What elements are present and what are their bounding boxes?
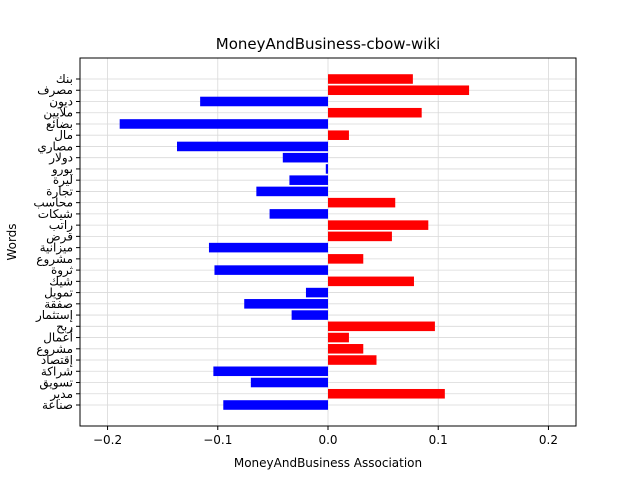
y-ticks: بنكمصرفديونملايينبضائعمالمصاريدولاريورول… [33, 72, 80, 412]
bar [328, 276, 414, 287]
category-label: دولار [48, 151, 73, 166]
bar [176, 141, 328, 152]
bar [250, 377, 328, 388]
bar [214, 265, 328, 275]
y-axis-label: Words [5, 223, 19, 260]
bar [328, 130, 349, 140]
x-tick-label: −0.1 [203, 433, 232, 447]
bar [328, 107, 422, 118]
category-label: مشروع [36, 342, 73, 357]
x-tick-label: −0.2 [93, 433, 122, 447]
category-label: صفقة [44, 297, 73, 311]
category-label: مصاري [37, 139, 73, 154]
category-label: ميزانية [40, 241, 73, 256]
bar [328, 344, 364, 354]
bar [328, 332, 349, 343]
bar [208, 242, 328, 253]
category-label: ثروة [51, 263, 73, 278]
bar [200, 96, 328, 107]
category-label: أعمال [43, 330, 73, 345]
bar [328, 220, 429, 230]
category-label: شراكة [41, 364, 73, 379]
category-label: قرض [46, 229, 73, 244]
x-tick-label: 0.1 [429, 433, 448, 447]
category-label: تسويق [39, 376, 73, 391]
category-label: راتب [49, 218, 73, 233]
bar [291, 310, 328, 320]
category-label: إستثمار [35, 308, 73, 323]
bar [325, 164, 328, 174]
bar [119, 119, 329, 129]
category-label: إقتصاد [41, 353, 73, 367]
bar [282, 152, 328, 163]
x-tick-label: 0.0 [318, 433, 337, 447]
category-label: يورو [51, 162, 73, 177]
category-label: تمويل [44, 286, 73, 301]
bar [305, 287, 328, 298]
x-axis-label: MoneyAndBusiness Association [234, 456, 422, 470]
category-label: ليرة [53, 173, 73, 188]
category-label: شيكات [38, 207, 73, 221]
bar [328, 85, 470, 96]
bar [328, 321, 435, 332]
category-label: مشروع [36, 252, 73, 267]
category-label: ملايين [43, 106, 73, 121]
category-label: محاسب [33, 196, 73, 210]
category-label: تجارة [46, 184, 73, 199]
bar [328, 254, 364, 264]
bar [328, 388, 445, 399]
bar [256, 186, 328, 197]
bars [119, 74, 470, 410]
category-label: مدير [49, 387, 73, 402]
category-label: بضائع [46, 117, 73, 131]
x-ticks: −0.2 −0.1 0.0 0.1 0.2 [93, 426, 558, 447]
bar [269, 209, 328, 219]
bar [328, 231, 392, 242]
category-label: مصرف [37, 83, 73, 98]
chart-title: MoneyAndBusiness-cbow-wiki [216, 35, 441, 53]
bar [328, 74, 413, 84]
bar [223, 400, 328, 410]
category-label: ربح [56, 319, 73, 334]
category-label: صناعة [42, 398, 73, 412]
x-tick-label: 0.2 [539, 433, 558, 447]
category-label: شيك [49, 274, 73, 288]
category-label: ديون [49, 94, 73, 109]
bar [328, 197, 396, 208]
bar [213, 366, 328, 377]
bar [244, 299, 328, 309]
category-label: بنك [56, 72, 73, 86]
bar [289, 175, 328, 185]
category-label: مال [54, 128, 73, 142]
bar [328, 355, 377, 365]
